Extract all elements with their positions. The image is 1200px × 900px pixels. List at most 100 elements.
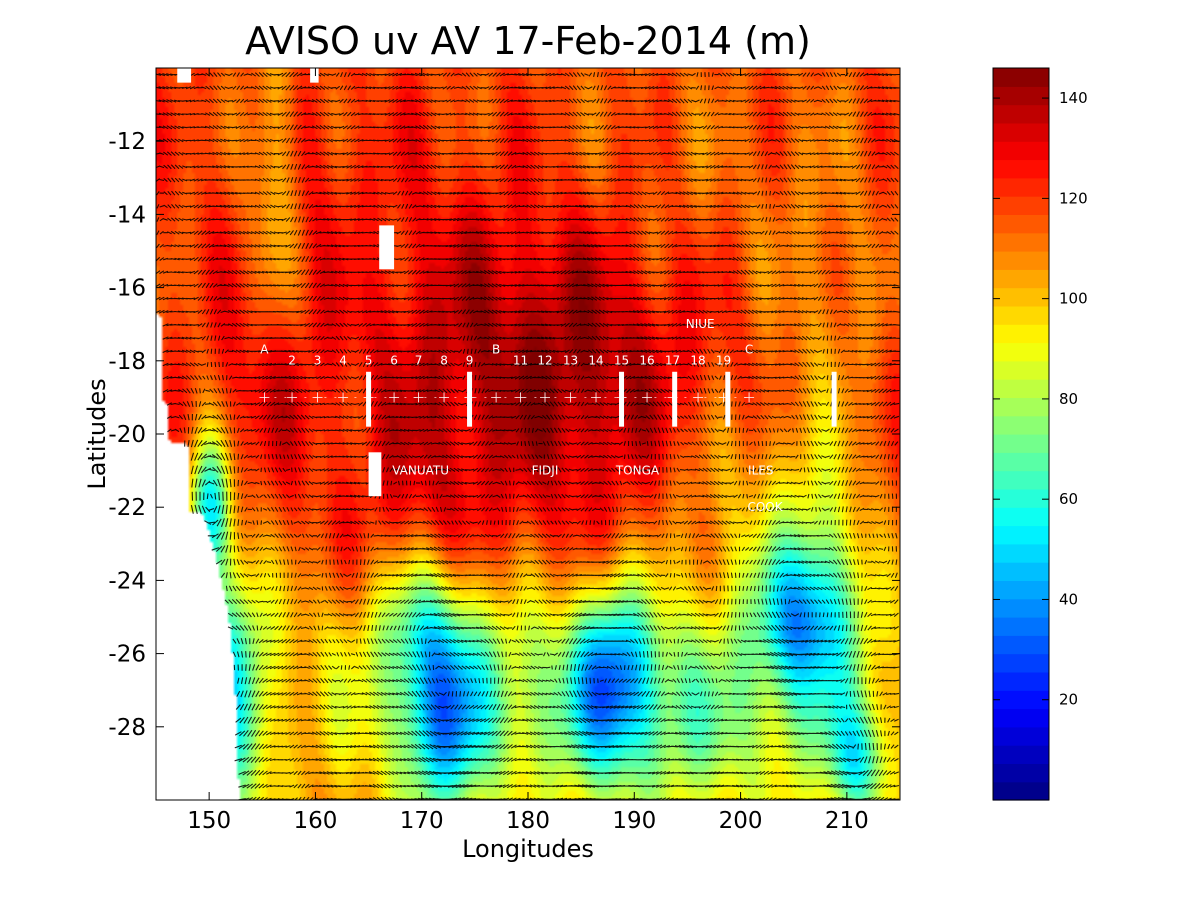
x-axis-label: Longitudes — [462, 835, 594, 863]
station-marker — [540, 392, 551, 403]
colorbar-band — [993, 68, 1049, 87]
y-tick-label: -28 — [108, 715, 146, 741]
colorbar-band — [993, 122, 1049, 142]
colorbar-tick-label: 40 — [1059, 590, 1078, 608]
colorbar-band — [993, 214, 1049, 234]
section-bar — [725, 371, 731, 427]
colorbar-band — [993, 525, 1049, 545]
y-tick-label: -12 — [108, 129, 146, 155]
x-tick-label: 160 — [293, 808, 337, 834]
station-marker — [693, 392, 704, 403]
colorbar-band — [993, 617, 1049, 636]
region-label: NIUE — [686, 317, 715, 331]
station-marker — [259, 392, 270, 403]
region-label: FIDJI — [532, 463, 559, 477]
station-label: 11 — [513, 353, 528, 367]
colorbar-band — [993, 598, 1049, 618]
colorbar-band — [993, 324, 1049, 344]
colorbar-band — [993, 342, 1049, 362]
colorbar-band — [993, 360, 1049, 380]
colorbar-band — [993, 305, 1049, 325]
y-axis-label: Latitudes — [83, 378, 111, 489]
heatmap-field — [156, 68, 900, 800]
y-tick-label: -20 — [108, 422, 146, 448]
x-axis: 150 160 170 180 190 200 210 — [187, 68, 869, 834]
colorbar-band — [993, 726, 1049, 746]
colorbar-band — [993, 269, 1049, 289]
colorbar-tick-label: 100 — [1059, 290, 1088, 308]
station-marker — [491, 392, 502, 403]
colorbar-band — [993, 562, 1049, 581]
station-label: C — [745, 342, 753, 356]
section-bar — [831, 371, 837, 427]
region-label: ILES — [748, 463, 773, 477]
colorbar-band — [993, 690, 1049, 710]
colorbar-band — [993, 104, 1049, 124]
vector-field — [156, 71, 900, 800]
colorbar-tick-label: 60 — [1059, 490, 1078, 508]
station-label: 13 — [563, 353, 578, 367]
y-tick-label: -18 — [108, 349, 146, 375]
station-label: 7 — [415, 353, 423, 367]
y-axis: -12 -14 -16 -18 -20 -22 -24 -26 -28 — [108, 129, 900, 741]
section-bar — [467, 371, 473, 427]
colorbar-band — [993, 141, 1049, 161]
colorbar-tick-label: 80 — [1059, 390, 1078, 408]
y-tick-label: -26 — [108, 642, 146, 668]
station-label: 17 — [665, 353, 680, 367]
colorbar-band — [993, 708, 1049, 728]
section-bar — [619, 371, 625, 427]
colorbar-band — [993, 397, 1049, 417]
station-marker — [744, 392, 755, 403]
colorbar-band — [993, 452, 1049, 472]
colorbar-band — [993, 379, 1049, 398]
station-marker — [312, 392, 323, 403]
region-label: TONGA — [615, 463, 660, 477]
colorbar-band — [993, 434, 1049, 453]
region-label: COOK — [747, 500, 783, 514]
velocity-vectors — [156, 71, 900, 800]
station-label: B — [492, 342, 500, 356]
colorbar-band — [993, 580, 1049, 600]
colorbar-band — [993, 781, 1049, 801]
colorbar-band — [993, 196, 1049, 215]
masked-cell — [177, 68, 192, 83]
station-label: 9 — [466, 353, 474, 367]
section-bar — [672, 371, 678, 427]
colorbar-band — [993, 415, 1049, 435]
colorbar-tick-label: 120 — [1059, 189, 1088, 207]
station-marker — [413, 392, 424, 403]
y-tick-label: -16 — [108, 276, 146, 302]
colorbar-band — [993, 488, 1049, 508]
colorbar-band — [993, 177, 1049, 197]
colorbar-tick-label: 20 — [1059, 691, 1078, 709]
chart-title: AVISO uv AV 17-Feb-2014 (m) — [245, 19, 811, 63]
station-marker — [591, 392, 602, 403]
region-label: VANUATU — [392, 463, 449, 477]
station-label: 19 — [716, 353, 731, 367]
station-label: 6 — [390, 353, 398, 367]
masked-cell — [310, 68, 319, 83]
colorbar-band — [993, 763, 1049, 783]
station-label: 3 — [314, 353, 322, 367]
station-label: 12 — [537, 353, 552, 367]
colorbar-band — [993, 745, 1049, 764]
x-tick-label: 190 — [612, 808, 656, 834]
station-label: 14 — [588, 353, 603, 367]
colorbar-band — [993, 671, 1049, 691]
section-bars — [366, 371, 837, 427]
station-label: 4 — [339, 353, 347, 367]
colorbar-band — [993, 653, 1049, 673]
station-marker — [515, 392, 526, 403]
colorbar-band — [993, 507, 1049, 527]
annotations: A 2 3 4 5 6 7 8 9 B 11 12 13 14 15 16 17 18 19 C NIUE VANUATU… — [260, 317, 783, 514]
station-label: A — [260, 342, 269, 356]
station-marker — [338, 392, 349, 403]
colorbar-band — [993, 635, 1049, 655]
section-bar — [366, 371, 372, 427]
station-marker — [439, 392, 450, 403]
station-marker — [642, 392, 653, 403]
colorbar-band — [993, 470, 1049, 490]
station-marker — [287, 392, 298, 403]
